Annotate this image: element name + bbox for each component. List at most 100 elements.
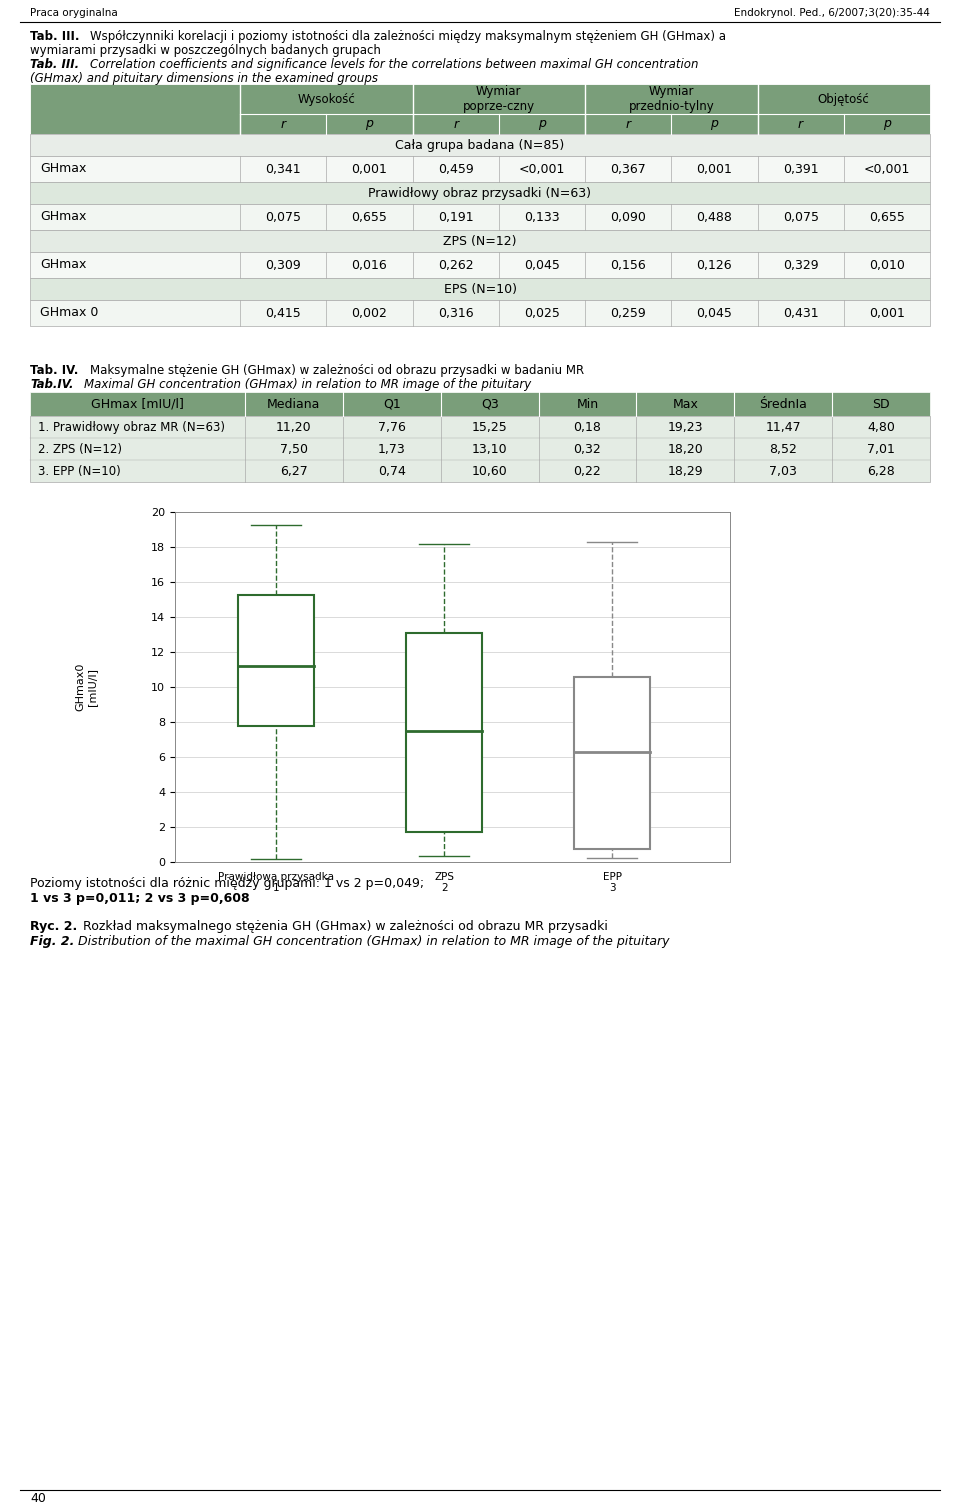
Text: 7,50: 7,50 (280, 442, 308, 456)
Text: Max: Max (672, 397, 698, 411)
Text: 0,191: 0,191 (438, 211, 473, 224)
Text: 13,10: 13,10 (471, 442, 508, 456)
Text: 0,016: 0,016 (351, 259, 387, 271)
Text: 0,329: 0,329 (782, 259, 819, 271)
Text: 18,29: 18,29 (667, 465, 703, 477)
Bar (30, 182, 930, 205)
Text: 0,431: 0,431 (782, 307, 819, 319)
Y-axis label: GHmax0
[mIU/l]: GHmax0 [mIU/l] (76, 662, 97, 712)
Text: GHmax 0: GHmax 0 (40, 307, 98, 319)
Bar (30, 299, 930, 327)
Text: 7,03: 7,03 (769, 465, 797, 477)
Text: Q1: Q1 (383, 397, 400, 411)
Bar (30, 251, 930, 278)
Text: ZPS (N=12): ZPS (N=12) (444, 235, 516, 247)
Text: 2. ZPS (N=12): 2. ZPS (N=12) (38, 442, 122, 456)
Text: r: r (798, 117, 804, 131)
Text: Tab. III.: Tab. III. (30, 30, 80, 44)
Text: 15,25: 15,25 (471, 420, 508, 433)
Text: <0,001: <0,001 (518, 163, 565, 176)
Text: 40: 40 (30, 1491, 46, 1505)
Text: Poziomy istotności dla różnic między grupami: 1 vs 2 p=0,049;: Poziomy istotności dla różnic między gru… (30, 877, 424, 889)
Text: 0,045: 0,045 (696, 307, 732, 319)
Text: 8,52: 8,52 (769, 442, 797, 456)
Text: p: p (538, 117, 546, 131)
Bar (30, 230, 930, 251)
Text: 0,459: 0,459 (438, 163, 473, 176)
Text: p: p (710, 117, 718, 131)
Text: 0,259: 0,259 (611, 307, 646, 319)
Bar (30, 205, 930, 230)
Text: Fig. 2.: Fig. 2. (30, 935, 74, 948)
Text: 1. Prawidłowy obraz MR (N=63): 1. Prawidłowy obraz MR (N=63) (38, 420, 225, 433)
Bar (406, 632, 482, 832)
Text: Wysokość: Wysokość (298, 92, 355, 105)
Text: Tab. III.: Tab. III. (30, 59, 79, 71)
Text: 0,001: 0,001 (696, 163, 732, 176)
Text: 0,010: 0,010 (869, 259, 905, 271)
Text: Mediana: Mediana (267, 397, 321, 411)
Text: p: p (366, 117, 373, 131)
Text: 0,075: 0,075 (782, 211, 819, 224)
Text: 18,20: 18,20 (667, 442, 704, 456)
Text: 7,01: 7,01 (867, 442, 895, 456)
Text: 0,391: 0,391 (782, 163, 819, 176)
Text: Współczynniki korelacji i poziomy istotności dla zależności między maksymalnym s: Współczynniki korelacji i poziomy istotn… (90, 30, 726, 44)
Text: wymiarami przysadki w poszczególnych badanych grupach: wymiarami przysadki w poszczególnych bad… (30, 44, 381, 57)
Text: 0,367: 0,367 (611, 163, 646, 176)
Text: 0,655: 0,655 (351, 211, 387, 224)
Text: GHmax: GHmax (40, 211, 86, 224)
Text: GHmax: GHmax (40, 259, 86, 271)
Text: 0,126: 0,126 (697, 259, 732, 271)
Bar (30, 157, 930, 182)
Text: r: r (626, 117, 631, 131)
Text: Tab.IV.: Tab.IV. (30, 378, 74, 391)
Text: Min: Min (576, 397, 599, 411)
Text: Objętość: Objętość (818, 92, 870, 105)
Text: 1,73: 1,73 (378, 442, 406, 456)
Text: 0,156: 0,156 (611, 259, 646, 271)
Text: 3. EPP (N=10): 3. EPP (N=10) (38, 465, 121, 477)
Text: Wymiar
poprze-czny: Wymiar poprze-czny (463, 84, 535, 113)
Text: Tab. IV.: Tab. IV. (30, 364, 79, 376)
Text: r: r (453, 117, 458, 131)
Text: Correlation coefficients and significance levels for the correlations between ma: Correlation coefficients and significanc… (90, 59, 699, 71)
Text: 6,28: 6,28 (867, 465, 895, 477)
Text: 0,341: 0,341 (265, 163, 300, 176)
Text: Endokrynol. Ped., 6/2007;3(20):35-44: Endokrynol. Ped., 6/2007;3(20):35-44 (734, 8, 930, 18)
Text: Q3: Q3 (481, 397, 498, 411)
Text: 10,60: 10,60 (471, 465, 508, 477)
Text: Wymiar
przednio-tylny: Wymiar przednio-tylny (629, 84, 714, 113)
Text: 4,80: 4,80 (867, 420, 895, 433)
Text: 0,025: 0,025 (524, 307, 560, 319)
Bar (30, 415, 930, 482)
Text: 6,27: 6,27 (280, 465, 308, 477)
Text: p: p (883, 117, 891, 131)
Text: 11,47: 11,47 (765, 420, 801, 433)
Text: Distribution of the maximal GH concentration (GHmax) in relation to MR image of : Distribution of the maximal GH concentra… (78, 935, 669, 948)
Bar (30, 84, 930, 134)
Text: 0,262: 0,262 (438, 259, 473, 271)
Text: ŚrednIa: ŚrednIa (759, 397, 807, 411)
Bar (574, 677, 650, 849)
Text: 0,32: 0,32 (574, 442, 601, 456)
Text: SD: SD (873, 397, 890, 411)
Text: 19,23: 19,23 (667, 420, 703, 433)
Text: Prawidłowy obraz przysadki (N=63): Prawidłowy obraz przysadki (N=63) (369, 187, 591, 200)
Text: GHmax: GHmax (40, 163, 86, 176)
Text: 0,001: 0,001 (869, 307, 905, 319)
Text: Cała grupa badana (N=85): Cała grupa badana (N=85) (396, 138, 564, 152)
Bar (30, 391, 930, 415)
Text: 0,316: 0,316 (438, 307, 473, 319)
Text: 0,090: 0,090 (611, 211, 646, 224)
Text: 0,655: 0,655 (869, 211, 905, 224)
Text: 0,488: 0,488 (696, 211, 732, 224)
Text: (GHmax) and pituitary dimensions in the examined groups: (GHmax) and pituitary dimensions in the … (30, 72, 378, 84)
Text: 0,075: 0,075 (265, 211, 301, 224)
Text: 0,133: 0,133 (524, 211, 560, 224)
Text: Ryc. 2.: Ryc. 2. (30, 920, 77, 933)
Text: <0,001: <0,001 (864, 163, 910, 176)
Text: GHmax [mIU/l]: GHmax [mIU/l] (91, 397, 184, 411)
Text: r: r (280, 117, 286, 131)
Text: 0,002: 0,002 (351, 307, 387, 319)
